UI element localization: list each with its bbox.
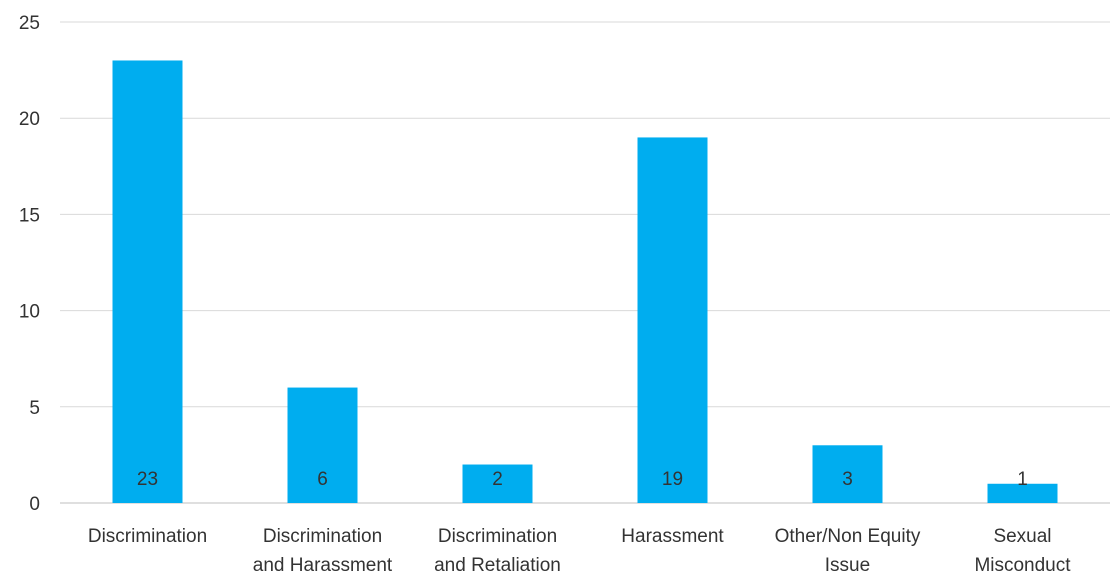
y-tick-label: 0 bbox=[29, 494, 40, 515]
y-axis-tick-labels: 0 5 10 15 20 25 bbox=[19, 13, 40, 515]
data-label: 23 bbox=[137, 469, 158, 490]
bar bbox=[287, 387, 358, 503]
y-tick-label: 5 bbox=[29, 398, 40, 419]
data-label: 1 bbox=[1017, 469, 1028, 490]
y-tick-label: 10 bbox=[19, 302, 40, 323]
data-label: 2 bbox=[492, 469, 503, 490]
y-tick-label: 20 bbox=[19, 109, 40, 130]
data-label: 6 bbox=[317, 469, 328, 490]
x-tick-label: Discrimination and Harassment bbox=[253, 526, 393, 576]
x-axis-tick-labels: Discrimination Discrimination and Harassme… bbox=[88, 526, 1071, 576]
x-tick-label: Sexual Misconduct bbox=[974, 526, 1071, 576]
bar bbox=[637, 137, 708, 503]
x-tick-label: Other/Non Equity Issue bbox=[775, 526, 921, 576]
x-tick-label: Discrimination and Retaliation bbox=[434, 526, 561, 576]
bar bbox=[112, 60, 183, 503]
data-labels: 23 6 2 19 3 1 bbox=[137, 469, 1028, 490]
y-tick-label: 15 bbox=[19, 205, 40, 226]
bars bbox=[112, 60, 1058, 503]
y-tick-label: 25 bbox=[19, 13, 40, 34]
data-label: 3 bbox=[842, 469, 853, 490]
x-tick-label: Discrimination bbox=[88, 526, 207, 547]
gridlines bbox=[60, 21, 1110, 504]
bar bbox=[462, 464, 533, 503]
data-label: 19 bbox=[662, 469, 683, 490]
bar bbox=[812, 445, 883, 503]
bar bbox=[987, 483, 1058, 503]
x-tick-label: Harassment bbox=[621, 526, 724, 547]
